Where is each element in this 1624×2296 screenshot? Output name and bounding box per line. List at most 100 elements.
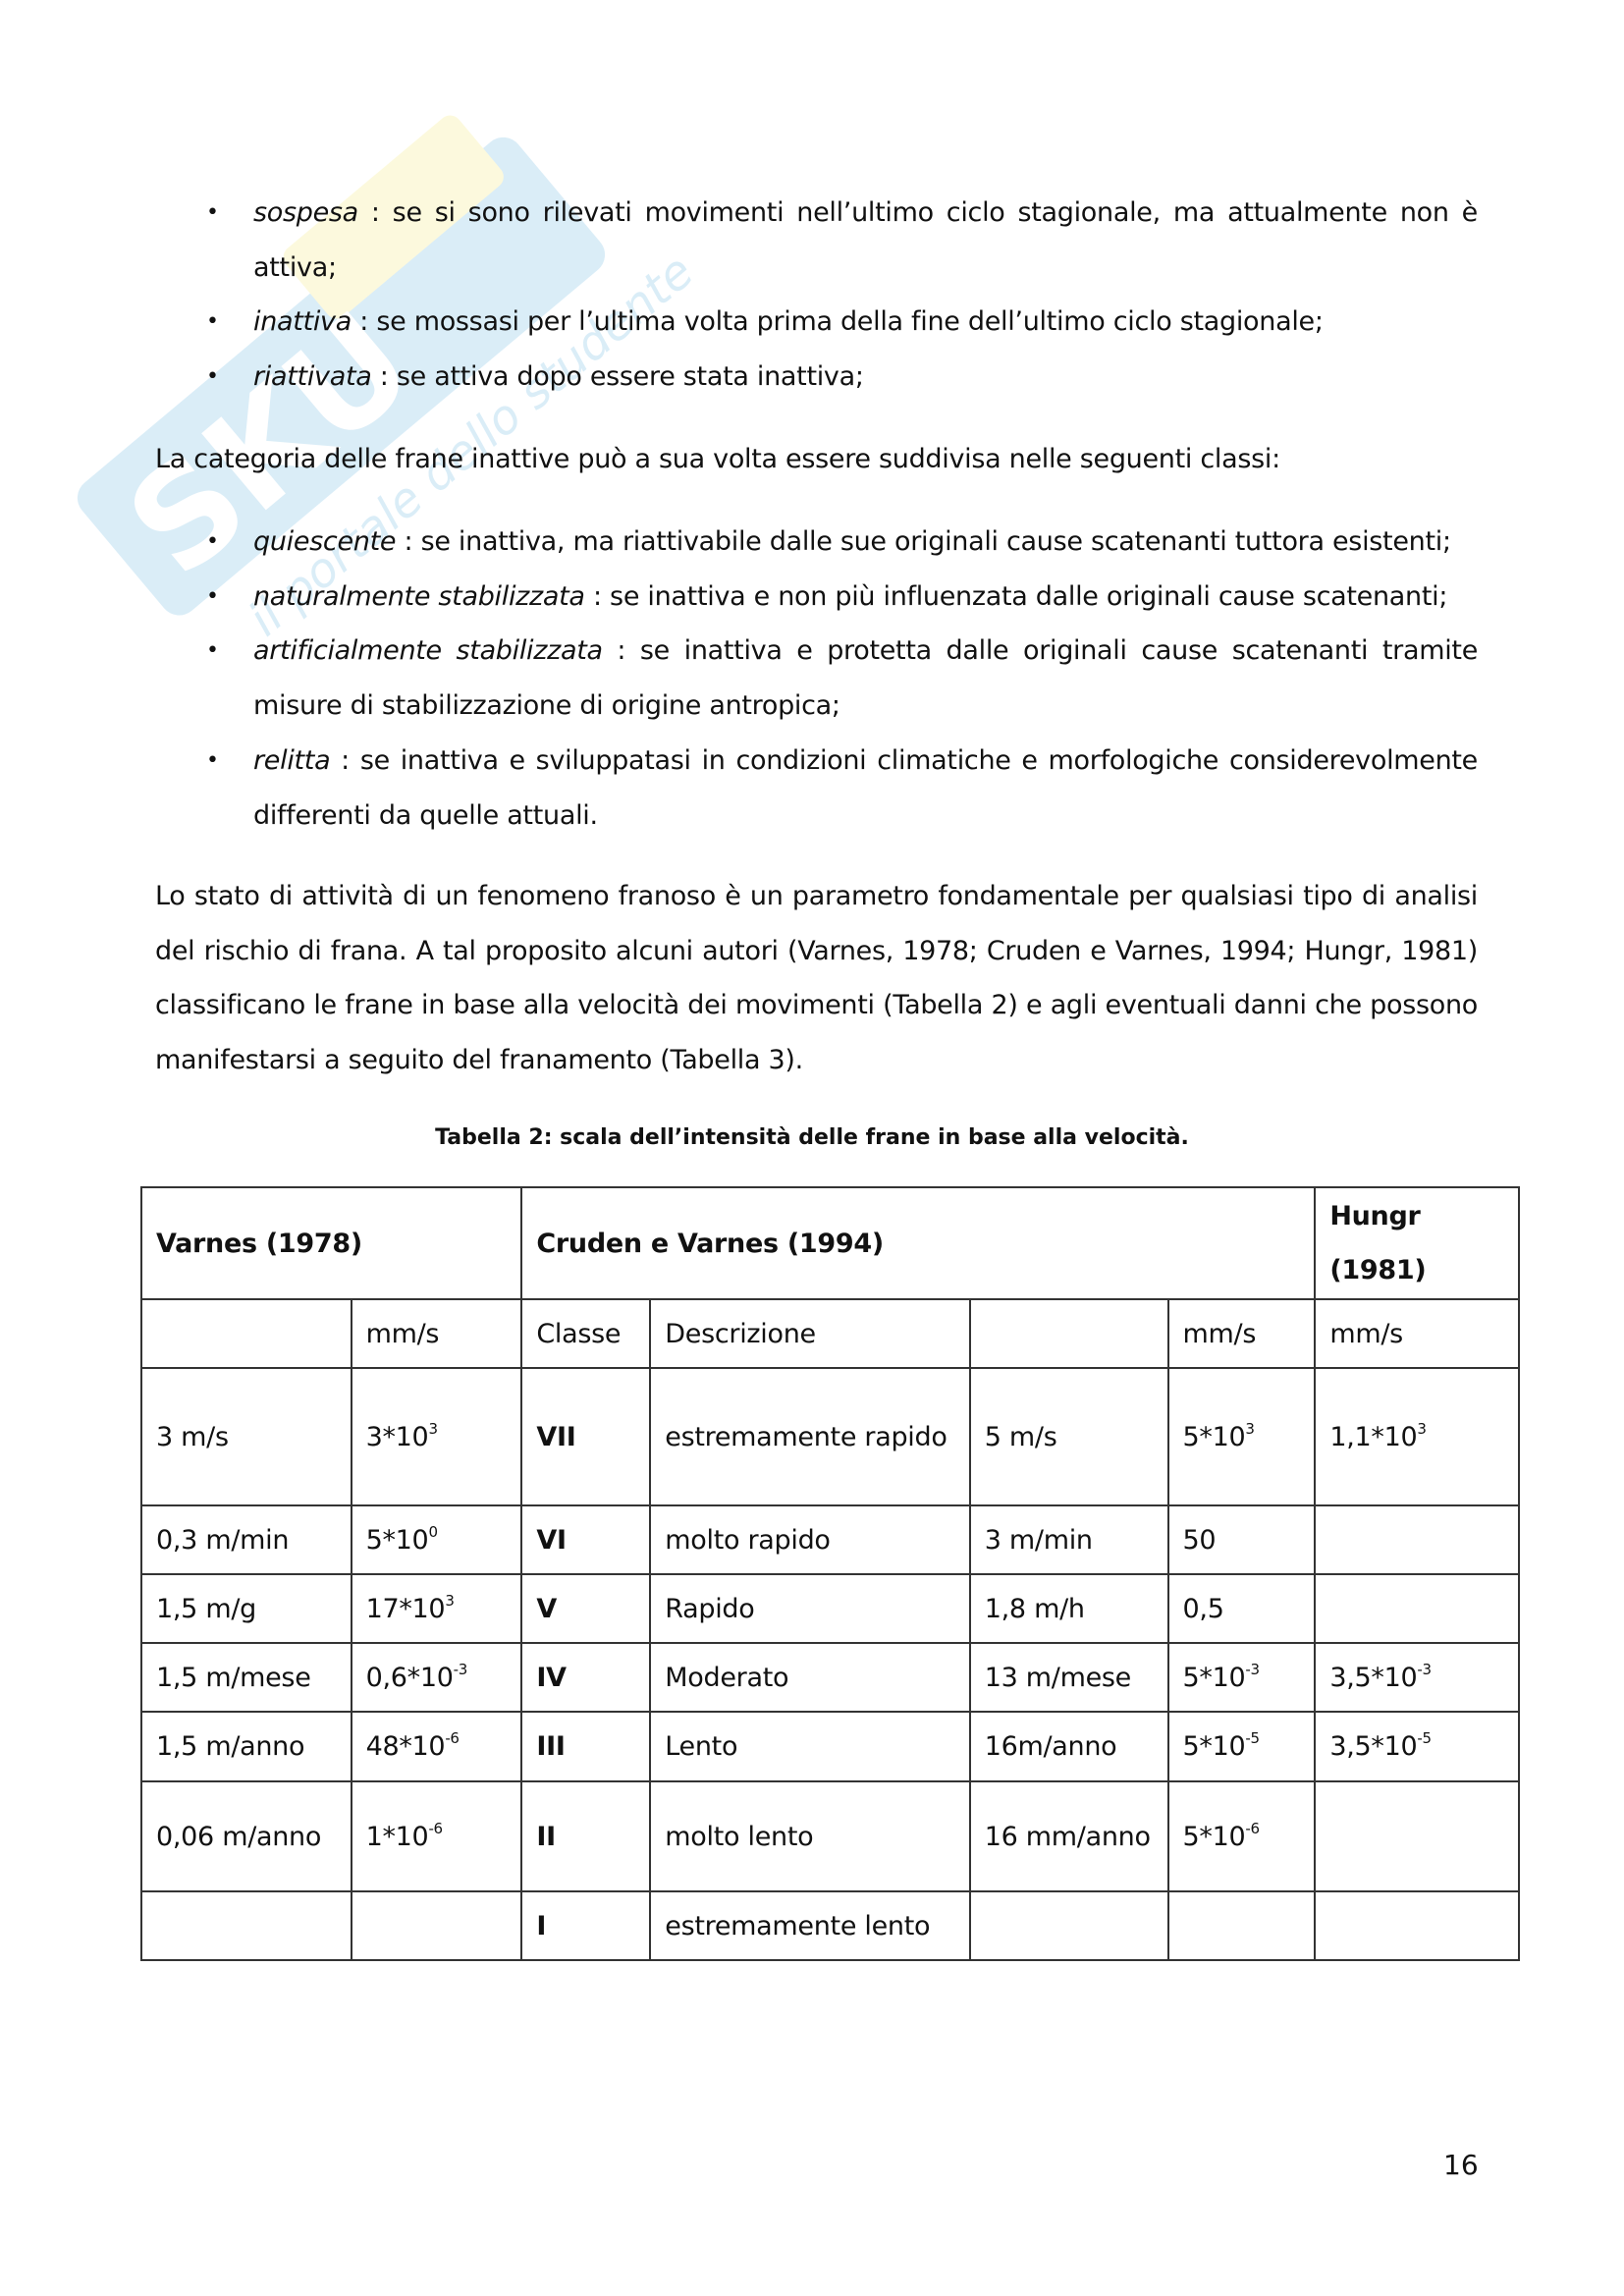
- cell-value: Rapido: [665, 1593, 755, 1624]
- table-cell: VII: [520, 1367, 652, 1506]
- cell-value: VII: [536, 1421, 576, 1452]
- header-cruden-varnes: Cruden e Varnes (1994): [520, 1186, 1317, 1300]
- subheader-cell: mm/s: [350, 1298, 523, 1369]
- cell-value: 0,6*10: [365, 1662, 454, 1693]
- list-item-term: sospesa: [253, 197, 358, 228]
- cell-value: molto lento: [665, 1821, 814, 1852]
- cell-exponent: -6: [1245, 1819, 1260, 1837]
- table-cell: [140, 1890, 352, 1961]
- table-cell: 5*10-3: [1166, 1642, 1317, 1713]
- cell-value: 5*10: [1182, 1662, 1246, 1693]
- cell-value: 16m/anno: [984, 1731, 1117, 1762]
- table-cell: 1,5 m/mese: [140, 1642, 352, 1713]
- header-varnes: Varnes (1978): [139, 1186, 523, 1300]
- cell-exponent: -5: [1417, 1729, 1432, 1747]
- bullet-icon: •: [206, 364, 219, 390]
- cell-value: I: [536, 1910, 547, 1941]
- table-row: 0,06 m/anno 1*10-6 II molto lento 16 mm/anno…: [140, 1780, 1520, 1892]
- cell-exponent: -6: [445, 1729, 460, 1747]
- list-item: • artificialmente stabilizzata : se inatt…: [155, 624, 1478, 733]
- list-item-text: : se inattiva e non più influenzata dall…: [584, 580, 1448, 612]
- table-subheader-row: mm/s Classe Descrizione mm/s mm/s: [140, 1298, 1520, 1369]
- list-item: • naturalmente stabilizzata : se inattiva…: [155, 570, 1478, 625]
- table-cell: III: [520, 1711, 652, 1782]
- cell-value: 5*10: [1182, 1421, 1246, 1452]
- list-item-term: relitta: [253, 744, 331, 776]
- table-cell: IV: [520, 1642, 652, 1713]
- table-row: 1,5 m/g 17*103 V Rapido 1,8 m/h 0,5: [140, 1573, 1520, 1644]
- cell-value: 1,5 m/g: [156, 1593, 256, 1624]
- cell-value: 50: [1182, 1524, 1217, 1556]
- cell-exponent: -3: [1417, 1660, 1432, 1678]
- table-cell: 0,06 m/anno: [140, 1780, 352, 1892]
- bullet-icon: •: [206, 529, 219, 554]
- list-item-term: artificialmente stabilizzata: [253, 635, 603, 667]
- cell-value: 3,5*10: [1329, 1731, 1418, 1762]
- table-cell: 3 m/min: [968, 1504, 1169, 1575]
- list-item-text: : se si sono rilevati movimenti nell’ult…: [253, 197, 1478, 283]
- table-cell: 5*103: [1166, 1367, 1317, 1506]
- cell-value: 17*10: [365, 1593, 446, 1624]
- subheader-cell: Descrizione: [649, 1298, 971, 1369]
- cell-value: estremamente rapido: [665, 1421, 947, 1452]
- table-cell: 13 m/mese: [968, 1642, 1169, 1713]
- paragraph-activity-state: Lo stato di attività di un fenomeno fran…: [155, 881, 1478, 1076]
- cell-exponent: 0: [428, 1522, 438, 1541]
- table-cell: 5 m/s: [968, 1367, 1169, 1506]
- table-cell: 0,5: [1166, 1573, 1317, 1644]
- cell-value: 3,5*10: [1329, 1662, 1418, 1693]
- cell-value: IV: [536, 1662, 567, 1693]
- cell-value: estremamente lento: [665, 1910, 931, 1941]
- subheader-cell: [968, 1298, 1169, 1369]
- cell-exponent: 3: [428, 1419, 438, 1438]
- list-item-text: : se mossasi per l’ultima volta prima de…: [351, 306, 1324, 338]
- cell-value: 1,8 m/h: [984, 1593, 1085, 1624]
- table-cell: [350, 1890, 523, 1961]
- cell-value: VI: [536, 1524, 567, 1556]
- cell-value: 0,06 m/anno: [156, 1821, 322, 1852]
- cell-value: 16 mm/anno: [984, 1821, 1151, 1852]
- cell-value: molto rapido: [665, 1524, 831, 1556]
- cell-value: Moderato: [665, 1662, 789, 1693]
- cell-exponent: 3: [1245, 1419, 1255, 1438]
- table-cell: 5*10-5: [1166, 1711, 1317, 1782]
- table-cell: Rapido: [649, 1573, 971, 1644]
- list-item: • relitta : se inattiva e sviluppatasi in…: [155, 734, 1478, 843]
- list-item-term: quiescente: [253, 526, 397, 557]
- table-cell: 48*10-6: [350, 1711, 523, 1782]
- table-cell: I: [520, 1890, 652, 1961]
- table-cell: 50: [1166, 1504, 1317, 1575]
- table-cell: estremamente rapido: [649, 1367, 971, 1506]
- table-cell: 0,6*10-3: [350, 1642, 523, 1713]
- cell-value: 0,5: [1182, 1593, 1224, 1624]
- cell-value: 3 m/s: [156, 1421, 229, 1452]
- table-cell: VI: [520, 1504, 652, 1575]
- table-cell: 1*10-6: [350, 1780, 523, 1892]
- table-cell: [1314, 1504, 1520, 1575]
- table-cell: 1,5 m/anno: [140, 1711, 352, 1782]
- table-cell: 17*103: [350, 1573, 523, 1644]
- table-cell: molto rapido: [649, 1504, 971, 1575]
- table-row: 1,5 m/anno 48*10-6 III Lento 16m/anno 5*10-5 3…: [140, 1711, 1520, 1782]
- table-cell: V: [520, 1573, 652, 1644]
- table-cell: Moderato: [649, 1642, 971, 1713]
- bullet-icon: •: [206, 200, 219, 225]
- list-item: • inattiva : se mossasi per l’ultima volt…: [155, 295, 1478, 350]
- subheader-cell: Classe: [520, 1298, 652, 1369]
- cell-value: V: [536, 1593, 557, 1624]
- cell-value: 1,1*10: [1329, 1421, 1418, 1452]
- table-cell: 16m/anno: [968, 1711, 1169, 1782]
- table-cell: 1,5 m/g: [140, 1573, 352, 1644]
- cell-value: 1,5 m/mese: [156, 1662, 311, 1693]
- list-item: • sospesa : se si sono rilevati movimenti…: [155, 186, 1478, 295]
- cell-exponent: -6: [428, 1819, 443, 1837]
- paragraph-inactive-classes: La categoria delle frane inattive può a …: [155, 444, 1280, 474]
- cell-value: 1*10: [365, 1821, 429, 1852]
- cell-exponent: -3: [1245, 1660, 1260, 1678]
- cell-exponent: -5: [1245, 1729, 1260, 1747]
- bullet-icon: •: [206, 638, 219, 664]
- cell-exponent: 3: [1417, 1419, 1427, 1438]
- landslide-velocity-table: Varnes (1978) Cruden e Varnes (1994) Hun…: [139, 1186, 1520, 1961]
- table-row: 1,5 m/mese 0,6*10-3 IV Moderato 13 m/mese 5*1…: [140, 1642, 1520, 1713]
